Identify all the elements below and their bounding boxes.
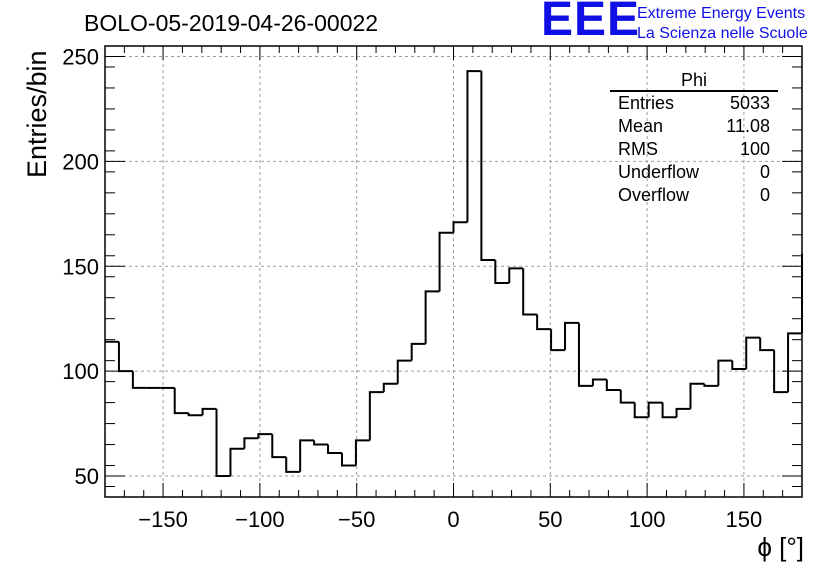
x-tick-label: 150 [726, 507, 763, 532]
histogram-bin [327, 444, 342, 454]
y-tick-label: 50 [75, 464, 99, 489]
histogram-bin [494, 259, 510, 285]
histogram-bin [396, 359, 412, 384]
histogram-bin [382, 382, 398, 393]
histogram-bin [661, 402, 677, 419]
histogram-bin [536, 314, 552, 331]
histogram-bin [340, 452, 356, 467]
stats-row-overflow: Overflow 0 [610, 184, 778, 207]
x-tick-label: −150 [138, 507, 188, 532]
y-axis-label: Entries/bin [22, 50, 52, 178]
histogram-bin [787, 332, 802, 393]
x-tick-label: 50 [538, 507, 562, 532]
histogram-bin [689, 382, 705, 409]
y-tick-label: 250 [62, 44, 99, 69]
histogram-bin [354, 439, 370, 466]
x-tick-label: −50 [338, 507, 375, 532]
stats-label: RMS [618, 139, 658, 159]
histogram-bin [424, 290, 440, 344]
stats-value: 100 [739, 139, 770, 159]
histogram-bin [550, 329, 566, 352]
histogram-bin [466, 70, 482, 223]
logo-line-2: La Scienza nelle Scuole [637, 25, 808, 42]
stats-label: Underflow [618, 162, 700, 182]
histogram-bin [313, 440, 329, 446]
histogram-bin [452, 221, 468, 233]
histogram-bin [647, 401, 663, 418]
histogram-bin [480, 71, 496, 261]
histogram-bin [731, 360, 747, 371]
histogram-bin [117, 341, 133, 373]
histogram-bin [215, 408, 231, 478]
stats-value: 0 [759, 162, 770, 182]
x-tick-label: −100 [235, 507, 285, 532]
histogram-bin [410, 342, 426, 361]
stats-row-entries: Entries 5033 [610, 92, 778, 115]
histogram-bin [717, 359, 733, 386]
x-tick-label: 0 [447, 507, 459, 532]
histogram-bin [703, 383, 719, 387]
stats-row-mean: Mean 11.08 [610, 115, 778, 138]
histogram-bin [591, 378, 607, 386]
x-axis-label: ϕ [°] [757, 532, 804, 562]
histogram-bin [368, 391, 384, 441]
histogram-bin [675, 407, 691, 418]
stats-box: Phi Entries 5033 Mean 11.08 RMS 100 Unde… [610, 70, 778, 207]
stats-title: Phi [610, 70, 778, 92]
stats-label: Overflow [618, 185, 690, 205]
y-tick-label: 150 [62, 254, 99, 279]
eee-logo: EEE [541, 0, 641, 46]
histogram-bin [633, 402, 649, 419]
histogram-bin [299, 439, 315, 472]
stats-label: Mean [618, 116, 664, 136]
histogram-bin [745, 336, 761, 370]
histogram-bin [773, 350, 789, 394]
histogram-bin [229, 447, 245, 477]
stats-value: 0 [759, 185, 770, 205]
stats-value: 11.08 [726, 116, 770, 136]
chart-title: BOLO-05-2019-04-26-00022 [84, 10, 379, 36]
histogram-bin [243, 437, 259, 449]
histogram-bin [564, 321, 579, 351]
y-tick-label: 200 [62, 149, 99, 174]
histogram-bin [619, 390, 635, 404]
histogram-bin [201, 407, 217, 416]
histogram-bin [285, 457, 301, 473]
stats-value: 5033 [729, 93, 770, 113]
histogram-bin [438, 231, 454, 292]
histogram-bin [577, 322, 593, 387]
histogram-bin [759, 337, 775, 352]
histogram-bin [522, 268, 538, 316]
x-tick-label: 100 [629, 507, 666, 532]
histogram-bin [257, 433, 273, 439]
logo-line-1: Extreme Energy Events [637, 5, 806, 22]
histogram-bin [271, 434, 287, 459]
histogram-bin [605, 379, 621, 392]
stats-row-underflow: Underflow 0 [610, 161, 778, 184]
stats-row-rms: RMS 100 [610, 138, 778, 161]
histogram-bin [187, 413, 203, 417]
stats-label: Entries [618, 93, 675, 113]
histogram-bin [508, 267, 524, 284]
histogram-bin [131, 371, 147, 389]
histogram-bin [173, 387, 189, 415]
plot-frame [104, 45, 803, 498]
y-tick-label: 100 [62, 359, 99, 384]
